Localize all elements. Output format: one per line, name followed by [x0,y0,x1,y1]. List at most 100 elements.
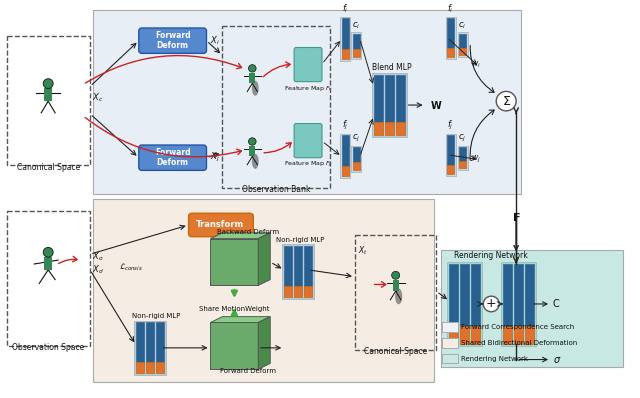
Text: $c_j$: $c_j$ [352,133,360,144]
Text: Forward
Deform: Forward Deform [155,148,191,168]
FancyArrowPatch shape [263,62,290,77]
FancyBboxPatch shape [501,262,536,346]
FancyArrowPatch shape [85,117,241,157]
FancyBboxPatch shape [446,17,456,59]
FancyArrowPatch shape [374,282,386,287]
Text: $\sigma$: $\sigma$ [553,355,561,365]
Text: $X_i$: $X_i$ [211,35,220,47]
FancyBboxPatch shape [342,49,349,59]
FancyBboxPatch shape [353,162,360,170]
Ellipse shape [395,289,403,304]
FancyBboxPatch shape [342,166,349,176]
FancyBboxPatch shape [471,264,480,326]
FancyBboxPatch shape [385,75,394,122]
FancyArrowPatch shape [264,143,291,153]
Polygon shape [211,322,259,369]
Circle shape [248,64,256,72]
FancyBboxPatch shape [447,262,483,346]
Bar [223,26,330,188]
FancyBboxPatch shape [353,147,360,162]
Text: Forward
Deform: Forward Deform [155,31,191,51]
Text: $\Sigma$: $\Sigma$ [502,95,511,107]
Text: Backward Deform: Backward Deform [217,229,280,235]
Bar [392,280,399,291]
FancyBboxPatch shape [514,326,523,344]
Text: $\mathbf{W}$: $\mathbf{W}$ [429,99,442,111]
Text: $f_i$: $f_i$ [447,3,454,16]
FancyBboxPatch shape [139,145,207,170]
FancyBboxPatch shape [284,246,292,286]
FancyBboxPatch shape [284,286,292,297]
FancyBboxPatch shape [156,322,164,362]
Circle shape [44,79,53,88]
FancyBboxPatch shape [351,146,362,172]
Circle shape [392,271,400,279]
FancyBboxPatch shape [139,28,207,53]
FancyBboxPatch shape [446,134,456,176]
FancyBboxPatch shape [503,326,512,344]
FancyArrowPatch shape [470,45,494,92]
Polygon shape [211,317,270,322]
Text: Shared Bidirectional Deformation: Shared Bidirectional Deformation [461,340,578,346]
Text: $c_i$: $c_i$ [352,20,360,31]
Text: Canonical Space: Canonical Space [364,347,428,356]
FancyBboxPatch shape [351,32,362,59]
FancyBboxPatch shape [353,34,360,49]
FancyBboxPatch shape [340,134,350,178]
FancyBboxPatch shape [189,213,253,237]
Bar [355,235,436,350]
FancyBboxPatch shape [460,161,467,168]
FancyBboxPatch shape [374,75,383,122]
FancyBboxPatch shape [146,322,154,362]
Ellipse shape [252,154,259,169]
FancyBboxPatch shape [525,264,534,326]
Text: Forward Correspondence Search: Forward Correspondence Search [461,324,575,330]
Text: Rendering Network: Rendering Network [454,251,528,260]
FancyBboxPatch shape [385,122,394,135]
Polygon shape [211,233,270,239]
FancyBboxPatch shape [525,326,534,344]
Polygon shape [259,233,270,285]
Text: Blend MLP: Blend MLP [372,63,412,72]
Text: Rendering Network: Rendering Network [461,355,529,361]
Text: Share MotionWeight: Share MotionWeight [199,306,269,312]
Circle shape [44,248,53,257]
FancyBboxPatch shape [458,146,468,170]
Text: Observation Space: Observation Space [12,343,84,352]
FancyBboxPatch shape [460,34,467,48]
FancyArrowPatch shape [470,110,494,160]
FancyBboxPatch shape [282,244,314,299]
Bar [250,146,255,156]
Bar [44,257,52,270]
Text: $c_i$: $c_i$ [458,20,467,31]
Text: $\mathcal{L}_{consis}$: $\mathcal{L}_{consis}$ [119,261,143,273]
FancyBboxPatch shape [514,264,523,326]
Text: $X_c$: $X_c$ [92,92,103,104]
FancyBboxPatch shape [447,164,454,174]
Circle shape [496,92,516,111]
Text: $w_i$: $w_i$ [471,60,481,70]
FancyBboxPatch shape [460,48,467,55]
FancyBboxPatch shape [396,122,404,135]
Bar [250,72,255,83]
Text: $f_i$: $f_i$ [342,3,348,16]
FancyBboxPatch shape [447,135,454,164]
FancyBboxPatch shape [471,326,480,344]
Text: Feature Map $F_j$: Feature Map $F_j$ [284,160,332,170]
FancyBboxPatch shape [374,122,383,135]
Text: $f_j$: $f_j$ [342,119,348,133]
Text: $X_t$: $X_t$ [358,244,367,257]
FancyBboxPatch shape [93,199,433,382]
FancyBboxPatch shape [294,123,322,158]
FancyBboxPatch shape [372,73,406,137]
Bar [44,88,52,101]
FancyBboxPatch shape [294,47,322,82]
FancyBboxPatch shape [447,47,454,57]
Circle shape [483,296,499,312]
FancyBboxPatch shape [294,246,302,286]
FancyBboxPatch shape [449,264,458,326]
FancyBboxPatch shape [442,354,458,363]
Text: Canonical Space: Canonical Space [17,163,80,172]
FancyArrowPatch shape [58,256,77,263]
Bar [8,211,90,346]
